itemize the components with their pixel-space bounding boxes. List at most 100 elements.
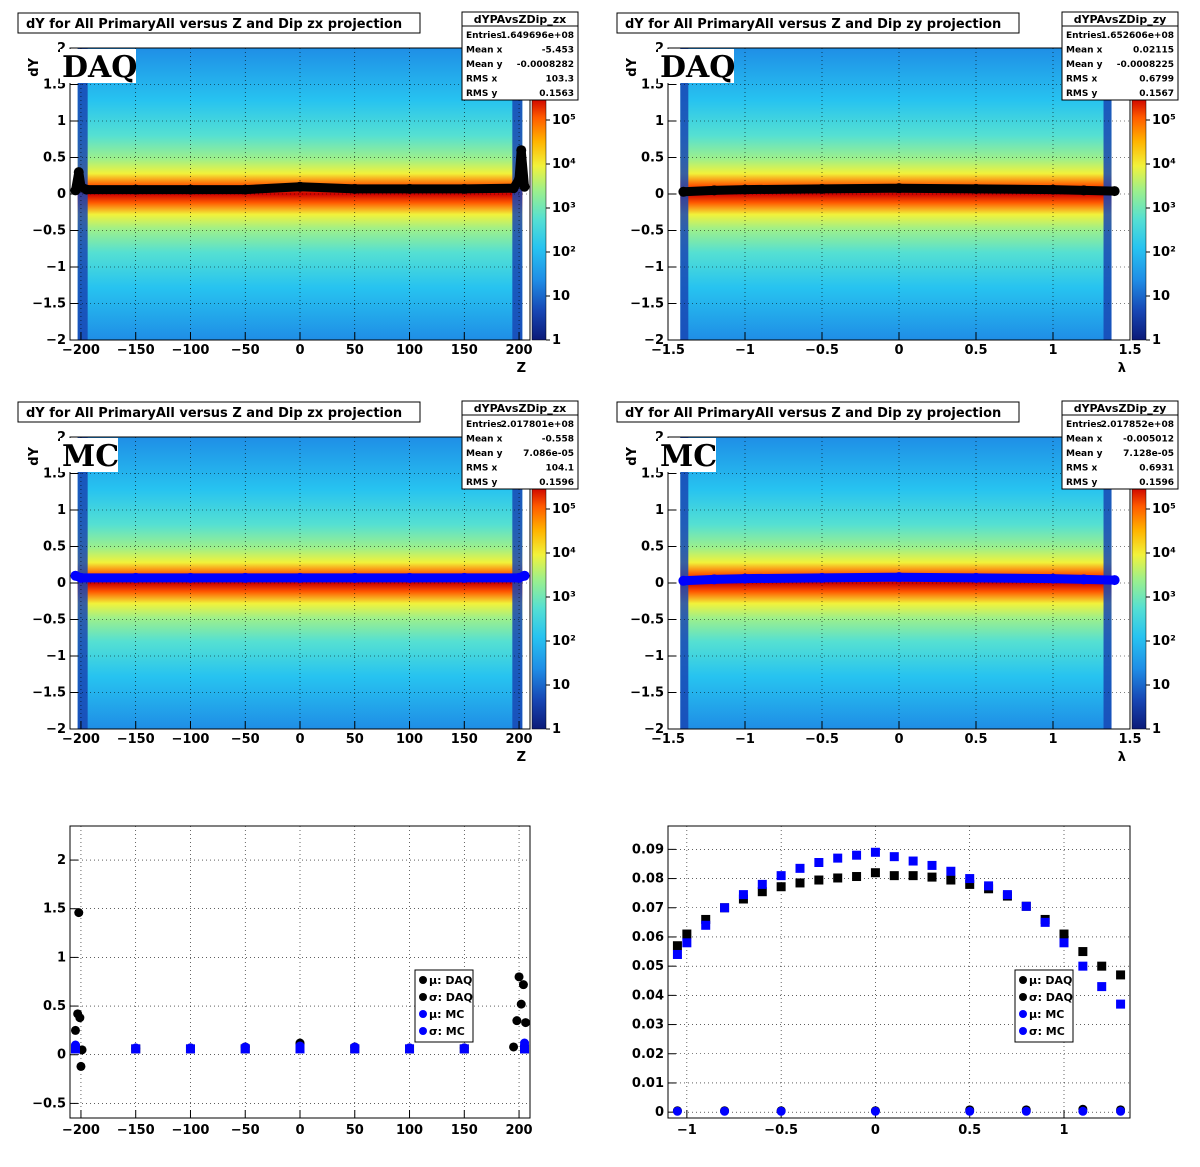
data-point: [720, 903, 730, 913]
plot-title: dY for All PrimaryAll versus Z and Dip z…: [26, 406, 402, 421]
data-point: [701, 920, 711, 930]
stats-label: Entries: [1066, 31, 1102, 41]
stats-label: Mean y: [1066, 449, 1103, 459]
profile-overlay-point: [678, 186, 689, 197]
color-scale-bar: [1131, 486, 1147, 730]
y-tick-label: −1.5: [32, 686, 66, 701]
x-tick-label: −1.5: [651, 732, 685, 747]
x-tick-label: 200: [505, 343, 532, 358]
stats-label: RMS x: [466, 75, 498, 85]
y-tick-label: −1: [46, 649, 66, 664]
profile-overlay-point: [740, 184, 750, 195]
data-point: [757, 887, 767, 897]
stats-value: 104.1: [546, 464, 574, 474]
data-point: [405, 1044, 415, 1054]
dataset-tag: DAQ: [62, 50, 137, 85]
data-point: [131, 1044, 141, 1054]
stats-label: RMS x: [1066, 75, 1098, 85]
x-tick-label: −100: [171, 343, 209, 358]
y-tick-label: −2: [644, 333, 664, 348]
stats-box: [461, 11, 579, 101]
x-tick-label: −1: [735, 732, 755, 747]
z-tick-label: 10⁴: [1152, 157, 1176, 172]
data-point: [795, 863, 805, 873]
x-tick-label: −150: [117, 343, 155, 358]
stats-label: RMS y: [1066, 478, 1098, 488]
y-tick-label: −1.5: [32, 297, 66, 312]
legend-entry: μ: DAQ: [1029, 974, 1072, 987]
y-tick-label: 0.07: [632, 901, 664, 916]
data-point: [1021, 1106, 1031, 1116]
y-tick-label: −0.5: [630, 613, 664, 628]
x-tick-label: 1.5: [1118, 732, 1141, 747]
stats-value: 0.1596: [1139, 478, 1174, 488]
legend-marker: [1019, 976, 1027, 984]
color-scale-bar: [531, 486, 547, 730]
y-tick-label: 2: [655, 430, 664, 445]
y-tick-label: −1: [46, 260, 66, 275]
y-tick-label: 0.5: [43, 540, 66, 555]
profile-overlay-point: [1109, 186, 1120, 197]
x-tick-label: −0.5: [764, 1123, 798, 1138]
tag-background: [60, 49, 136, 83]
stats-name: dYPAvsZDip_zy: [1074, 402, 1167, 415]
data-point: [965, 879, 975, 889]
y-axis-label: dY: [27, 446, 42, 465]
data-point: [185, 1044, 195, 1054]
data-point: [512, 1016, 522, 1026]
z-tick-label: 10³: [552, 590, 576, 605]
stats-value: 2.017852e+08: [1101, 420, 1174, 430]
profile-overlay-point: [404, 572, 415, 583]
stats-label: Mean x: [466, 46, 503, 56]
title-box: [616, 401, 1020, 423]
z-tick-label: 10⁴: [552, 546, 576, 561]
dataset-tag: MC: [660, 439, 717, 474]
stats-value: 0.1563: [539, 89, 574, 99]
data-point: [908, 856, 918, 866]
stats-value: -5.453: [542, 46, 574, 56]
y-tick-label: 0.09: [632, 842, 664, 857]
profile-overlay-point: [709, 574, 720, 585]
data-point: [1078, 1106, 1088, 1116]
profile-overlay-point: [516, 145, 527, 156]
y-tick-label: 2: [57, 41, 66, 56]
x-tick-label: 0: [295, 1123, 304, 1138]
data-point: [852, 872, 862, 882]
profile-overlay-point: [81, 184, 92, 195]
y-axis-label: dY: [27, 57, 42, 76]
y-tick-label: 0: [655, 576, 664, 591]
y-tick-label: −0.5: [630, 224, 664, 239]
stats-label: RMS x: [466, 464, 498, 474]
profile-overlay-point: [130, 184, 141, 195]
stats-name: dYPAvsZDip_zx: [474, 13, 566, 26]
heatmap-edge-right: [512, 48, 523, 340]
profile-overlay-point: [185, 572, 196, 583]
data-point: [776, 871, 786, 881]
profile-overlay-point: [130, 572, 141, 583]
y-tick-label: 0.03: [632, 1018, 664, 1033]
stats-value: -0.0008282: [517, 60, 574, 70]
x-tick-label: 0: [894, 732, 903, 747]
x-tick-label: 0.5: [964, 343, 987, 358]
profile-overlay-point: [240, 184, 251, 195]
data-point: [682, 929, 692, 939]
stats-value: 0.1567: [1139, 89, 1174, 99]
x-axis-label: λ: [1118, 361, 1126, 376]
data-point: [833, 873, 843, 883]
legend-entry: σ: DAQ: [429, 991, 473, 1004]
z-tick-label: 10⁵: [1152, 502, 1176, 517]
legend-entry: μ: DAQ: [429, 974, 472, 987]
data-point: [76, 1061, 86, 1071]
data-point: [1097, 982, 1107, 992]
y-axis-label: dY: [625, 446, 640, 465]
y-tick-label: 1: [57, 503, 66, 518]
y-tick-label: 0: [57, 576, 66, 591]
profile-panel-zy: −1 −0.5 0 0.5 1 0 0.01 0.02 0.03 0.04 0.05 0.06 0.07…: [632, 825, 1131, 1138]
data-point: [927, 860, 937, 870]
data-point: [520, 1044, 530, 1054]
stats-value: 2.017801e+08: [501, 420, 574, 430]
legend-entry: μ: MC: [429, 1008, 464, 1021]
x-tick-label: 50: [346, 732, 364, 747]
profile-overlay-point: [519, 181, 530, 192]
data-point: [521, 1018, 531, 1028]
